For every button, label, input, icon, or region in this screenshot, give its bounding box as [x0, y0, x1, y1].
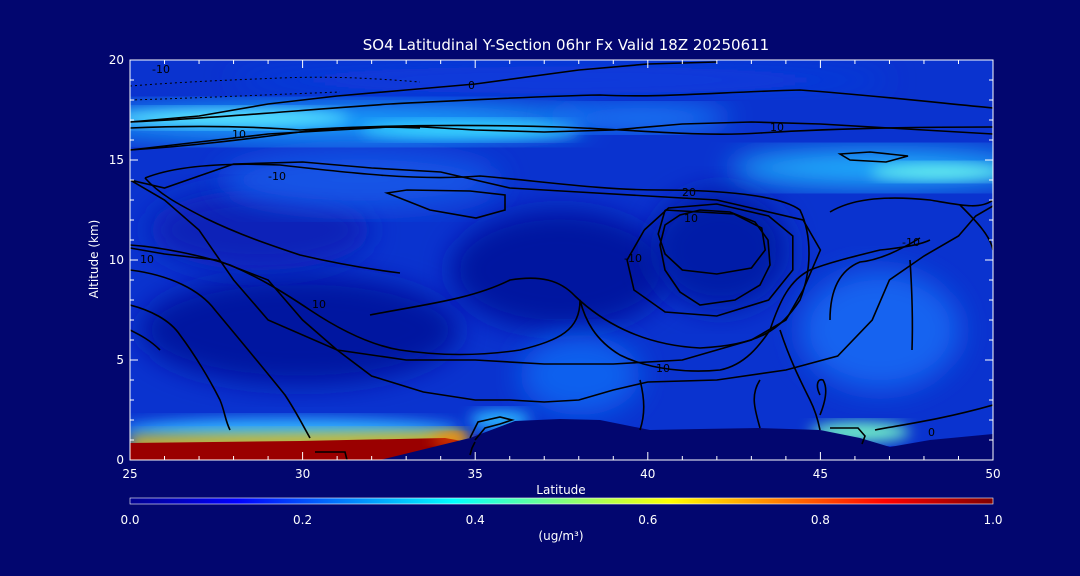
contour-line-0	[130, 61, 717, 123]
field-blob-light	[800, 270, 960, 390]
field-band	[870, 164, 993, 180]
contour-line	[130, 239, 931, 372]
field-band	[230, 66, 890, 94]
y-tick-label: 0	[116, 453, 124, 467]
contour-line-10	[130, 121, 993, 151]
y-tick-label: 10	[109, 253, 124, 267]
colorbar-tick-label: 0.0	[120, 513, 139, 527]
contour-line	[829, 197, 993, 213]
field-blob-light	[220, 150, 500, 210]
contour-line	[753, 379, 761, 429]
contour-label: 20	[682, 186, 696, 199]
x-axis: 25 30 35 40 45 50	[122, 60, 1001, 481]
contour-label: 10	[140, 253, 154, 266]
contour-line-30	[657, 209, 767, 275]
contour-line	[659, 209, 771, 306]
field-blob-light	[520, 335, 640, 415]
contour-label: -10	[624, 252, 642, 265]
field-band	[550, 106, 730, 130]
contour-label: 10	[770, 121, 784, 134]
contour-label: 10	[684, 212, 698, 225]
colorbar-unit-label: (ug/m³)	[538, 529, 583, 543]
contour-line	[130, 304, 231, 431]
contour-label: 10	[232, 128, 246, 141]
colorbar-tick-label: 0.2	[293, 513, 312, 527]
y-tick-label: 20	[109, 53, 124, 67]
contour-line	[383, 189, 506, 219]
contour-label: 0	[468, 79, 475, 92]
y-axis-label: Altitude (km)	[87, 220, 101, 299]
x-tick-label: 50	[985, 467, 1000, 481]
terrain	[380, 419, 993, 460]
contour-line-dashed	[130, 91, 341, 101]
contour-label: 0	[928, 426, 935, 439]
x-tick-label: 30	[295, 467, 310, 481]
x-tick-label: 25	[122, 467, 137, 481]
contour-line	[315, 451, 348, 460]
colorbar-tick-label: 0.8	[811, 513, 830, 527]
contour-line	[130, 89, 993, 123]
contour-label: 10	[656, 362, 670, 375]
negative-contours	[130, 76, 421, 101]
contour-label: 10	[312, 298, 326, 311]
contour-label: -10	[268, 170, 286, 183]
contour-line	[469, 441, 476, 456]
field-band	[130, 109, 350, 127]
contour-line	[144, 177, 401, 274]
contour-line	[130, 126, 421, 151]
contour-line	[130, 329, 161, 351]
contour-line-dashed	[130, 76, 421, 87]
x-tick-label: 40	[640, 467, 655, 481]
colorbar-tick-label: 1.0	[983, 513, 1002, 527]
plot-area: -10 0 10 10 -10 20 10 -10 10 -10 10 10 0	[130, 60, 993, 460]
contour-line	[639, 379, 645, 431]
field-blob-dark	[140, 275, 460, 385]
contour-line	[959, 204, 993, 251]
contour-line	[874, 404, 993, 431]
y-tick-label: 5	[116, 353, 124, 367]
contour-line	[779, 329, 821, 431]
field-blob-dark	[450, 210, 670, 330]
chart-title: SO4 Latitudinal Y-Section 06hr Fx Valid …	[363, 36, 769, 54]
field-surface-layer-red	[130, 438, 462, 460]
colorbar	[129, 497, 994, 505]
contour-line	[837, 151, 909, 163]
concentration-field	[130, 66, 993, 460]
colorbar-tick-label: 0.6	[638, 513, 657, 527]
contour-line-20	[626, 203, 794, 317]
contour-line	[144, 163, 810, 349]
contour-line	[909, 259, 914, 351]
x-tick-label: 35	[468, 467, 483, 481]
contour-line	[830, 427, 866, 445]
field-blob-dark	[650, 190, 790, 310]
contour-labels: -10 0 10 10 -10 20 10 -10 10 -10 10 10 0	[140, 63, 935, 439]
contours	[130, 61, 993, 460]
contour-line	[816, 378, 827, 416]
contour-label: -10	[152, 63, 170, 76]
contour-line	[469, 416, 515, 441]
contour-label: -10	[902, 236, 920, 249]
colorbar-ticks: 0.0 0.2 0.4 0.6 0.8 1.0	[120, 513, 1002, 527]
y-axis: 0 5 10 15 20	[109, 53, 993, 467]
contour-line	[130, 124, 993, 135]
y-tick-label: 15	[109, 153, 124, 167]
x-axis-label: Latitude	[536, 483, 585, 497]
contour-line-10	[130, 205, 993, 403]
x-tick-label: 45	[813, 467, 828, 481]
colorbar-tick-label: 0.4	[466, 513, 485, 527]
field-blob-dark	[150, 190, 370, 270]
contour-line	[130, 269, 311, 439]
